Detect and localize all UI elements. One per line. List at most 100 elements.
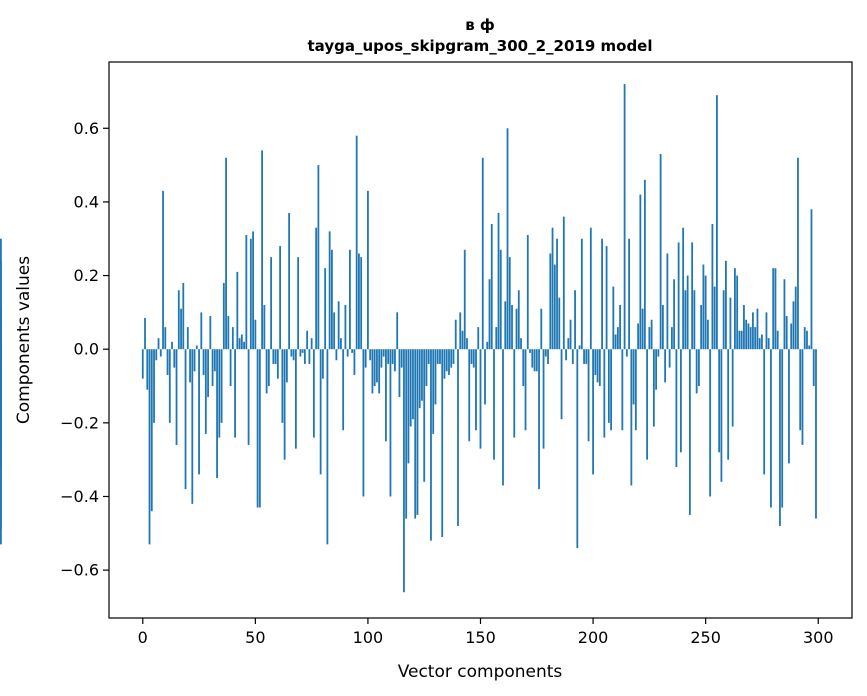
bar-64 (285, 349, 288, 383)
bar-68 (294, 349, 297, 449)
bar-7 (157, 338, 160, 350)
bar-276 (763, 349, 766, 475)
bar-129 (432, 349, 435, 434)
bar-243 (688, 349, 691, 515)
bar-34 (218, 349, 221, 438)
bar-73 (306, 330, 309, 350)
x-tick-label: 150 (465, 628, 496, 647)
bar-141 (459, 312, 462, 350)
bar-213 (621, 349, 624, 431)
bar-69 (297, 257, 300, 350)
bar-258 (722, 290, 725, 350)
bar-119 (409, 349, 412, 427)
bar-268 (745, 319, 748, 350)
bar-57 (270, 257, 273, 350)
bar-166 (515, 308, 518, 350)
bar-222 (641, 308, 644, 350)
chart-title: в ф (465, 16, 495, 34)
y-axis-label: Components values (14, 256, 34, 424)
bar-138 (452, 349, 455, 364)
bar-108 (385, 349, 387, 442)
bar-281 (774, 268, 777, 350)
bar-266 (740, 330, 743, 350)
y-axis: −0.6 −0.4 −0.2 0.0 0.2 0.4 0.6 (60, 119, 109, 580)
bar-154 (488, 279, 491, 350)
bar-56 (267, 349, 270, 387)
bar-150 (479, 349, 482, 449)
bar-41 (234, 349, 236, 438)
bar-19 (184, 349, 187, 490)
bar-28 (204, 349, 207, 434)
bar-286 (785, 316, 788, 350)
bar-36 (222, 282, 225, 350)
bar-252 (709, 349, 712, 497)
bar-184 (556, 238, 558, 350)
bar-220 (637, 323, 640, 350)
bar-187 (562, 216, 565, 350)
bar-27 (202, 349, 205, 375)
bar-11 (166, 349, 169, 375)
bar-105 (378, 349, 381, 394)
bar-171 (526, 235, 529, 350)
x-tick-label: 250 (690, 628, 721, 647)
bar-23 (193, 349, 196, 372)
bar-256 (718, 349, 721, 453)
bar-204 (601, 238, 603, 350)
bar-31 (211, 349, 214, 387)
bar-173 (531, 349, 534, 368)
bar-216 (628, 238, 630, 350)
bar-147 (472, 349, 475, 368)
bar-254 (713, 286, 716, 350)
bar-201 (594, 349, 597, 375)
bar-146 (470, 349, 473, 364)
bar-159 (499, 249, 502, 350)
bar-135 (445, 349, 448, 372)
bar-251 (707, 319, 709, 350)
bar-172 (529, 349, 531, 353)
bar-284 (781, 349, 784, 508)
bar-45 (243, 341, 245, 350)
bar-235 (670, 327, 673, 350)
bar-297 (810, 209, 813, 350)
bar-9 (162, 190, 164, 350)
bar-169 (522, 349, 525, 387)
bar-92 (349, 249, 351, 350)
bar-83 (328, 231, 331, 350)
bar-60 (276, 349, 279, 379)
bar-121 (414, 349, 417, 519)
bar-244 (691, 242, 694, 350)
bar-288 (790, 323, 793, 350)
bar-198 (587, 349, 590, 442)
bar-160 (502, 349, 504, 486)
y-tick-label: 0.0 (74, 340, 99, 359)
bar-52 (258, 349, 261, 508)
bar-76 (312, 349, 315, 438)
bar-16 (177, 290, 180, 350)
bar-30 (209, 316, 212, 350)
bar-274 (758, 338, 761, 350)
bar-91 (346, 349, 349, 357)
bar-143 (463, 249, 466, 350)
bar-215 (625, 349, 628, 357)
bar-55 (265, 349, 268, 394)
bar-89 (342, 349, 345, 431)
bar-209 (612, 286, 615, 350)
bar-206 (605, 246, 608, 350)
bar-126 (425, 349, 428, 387)
bar-282 (776, 330, 779, 350)
bar-0 (141, 349, 144, 379)
bar-155 (490, 224, 493, 350)
bar-44 (240, 334, 243, 350)
bar-199 (589, 227, 592, 350)
bar-237 (675, 349, 678, 468)
y-tick-label: 0.4 (74, 192, 99, 211)
bar-277 (765, 312, 768, 350)
bar-26 (200, 312, 203, 350)
bar-250 (704, 275, 707, 350)
bar-97 (360, 257, 363, 350)
bar-270 (749, 327, 752, 350)
bar-165 (513, 349, 516, 438)
bar-72 (303, 349, 306, 364)
bar-undefined (0, 349, 2, 545)
